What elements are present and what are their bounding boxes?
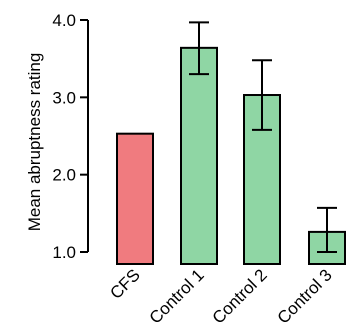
bar [180, 46, 218, 266]
x-category-label: Control 1 [146, 265, 208, 327]
x-axis: CFS Control 1 Control 2 Control 3 [106, 265, 335, 327]
x-category-label: Control 2 [209, 265, 271, 327]
y-axis: 1.0 2.0 3.0 4.0 [52, 11, 89, 262]
x-category-label: Control 3 [274, 265, 336, 327]
y-axis-label: Mean abruptness rating [25, 53, 44, 232]
y-tick-label: 1.0 [52, 243, 76, 262]
y-tick-label: 4.0 [52, 11, 76, 30]
error-bars-group [189, 21, 337, 253]
bar [308, 230, 346, 265]
bars-group [116, 46, 346, 266]
bar [116, 132, 154, 265]
y-tick-label: 2.0 [52, 166, 76, 185]
y-tick-label: 3.0 [52, 88, 76, 107]
x-category-label: CFS [106, 265, 143, 302]
